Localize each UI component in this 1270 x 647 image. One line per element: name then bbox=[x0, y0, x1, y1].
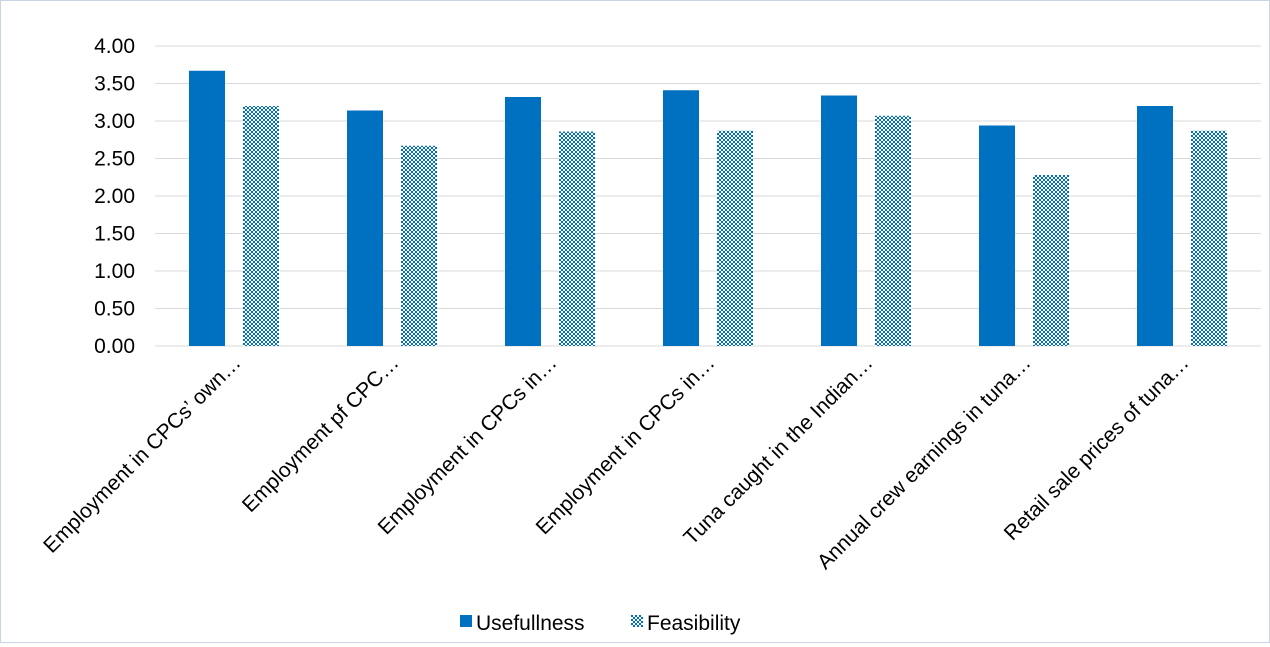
gridlines bbox=[155, 45, 1261, 347]
x-category-label: Employment in CPCs in… bbox=[532, 351, 720, 539]
y-tick-label: 4.00 bbox=[94, 35, 135, 58]
legend-label-usefullness: Usefullness bbox=[476, 612, 585, 635]
y-tick-label: 2.00 bbox=[94, 185, 135, 208]
y-axis-tick-labels: 0.00 0.50 1.00 1.50 2.00 2.50 3.00 3.50 4.00 bbox=[94, 35, 135, 358]
bar-usefullness-3 bbox=[505, 97, 541, 346]
x-category-label: Employment pf CPC… bbox=[238, 351, 404, 517]
y-tick-label: 0.00 bbox=[94, 335, 135, 358]
x-category-label: Employment in CPCs in… bbox=[374, 351, 562, 539]
x-axis-category-labels: Employment in CPCs’ own…Employment pf CP… bbox=[39, 351, 1193, 574]
bar-feasibility-4 bbox=[717, 130, 753, 346]
bar-feasibility-3 bbox=[559, 131, 595, 346]
bar-feasibility-5 bbox=[875, 115, 911, 346]
x-category-label: Employment in CPCs’ own… bbox=[39, 351, 245, 557]
bar-feasibility-7 bbox=[1191, 130, 1227, 346]
bar-usefullness-4 bbox=[663, 90, 699, 346]
y-tick-label: 0.50 bbox=[94, 298, 135, 321]
bar-usefullness-7 bbox=[1137, 106, 1173, 346]
bar-usefullness-2 bbox=[347, 110, 383, 346]
bar-usefullness-5 bbox=[821, 95, 857, 346]
bar-feasibility-1 bbox=[243, 106, 279, 346]
y-tick-label: 3.50 bbox=[94, 73, 135, 96]
y-tick-label: 1.50 bbox=[94, 223, 135, 246]
x-category-label: Tuna caught in the Indian… bbox=[679, 351, 877, 549]
x-category-label: Retail sale prices of tuna… bbox=[1000, 351, 1194, 545]
bars bbox=[189, 70, 1227, 346]
legend-swatch-feasibility bbox=[631, 615, 643, 627]
bar-feasibility-6 bbox=[1033, 175, 1069, 346]
y-tick-label: 1.00 bbox=[94, 260, 135, 283]
legend-label-feasibility: Feasibility bbox=[647, 612, 741, 635]
bar-feasibility-2 bbox=[401, 145, 437, 346]
bar-usefullness-1 bbox=[189, 70, 225, 346]
legend: Usefullness Feasibility bbox=[460, 612, 741, 635]
y-tick-label: 2.50 bbox=[94, 148, 135, 171]
legend-swatch-usefullness bbox=[460, 615, 472, 627]
bar-usefullness-6 bbox=[979, 125, 1015, 346]
y-tick-label: 3.00 bbox=[94, 110, 135, 133]
